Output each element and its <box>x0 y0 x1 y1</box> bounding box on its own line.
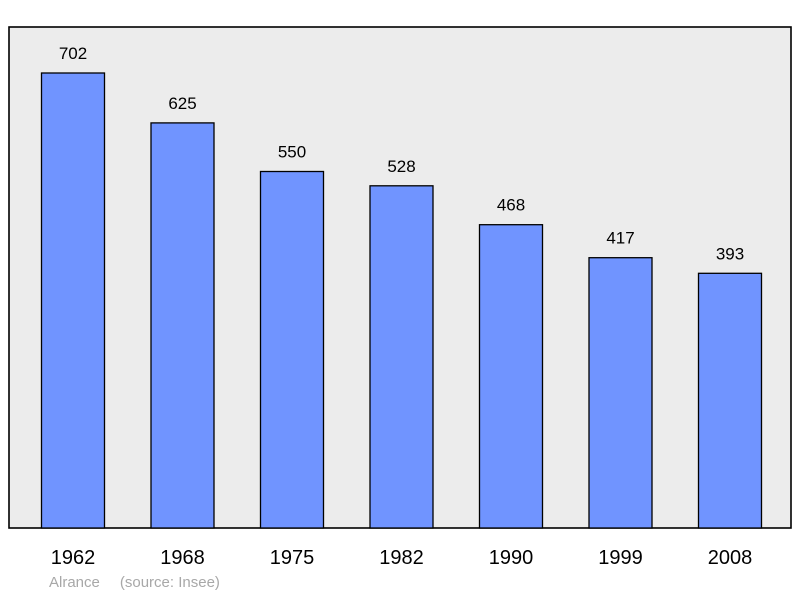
bar-1962 <box>40 72 106 529</box>
bars-group <box>40 72 763 529</box>
value-label-1962: 702 <box>59 44 87 63</box>
bar-1990 <box>478 224 544 529</box>
value-labels-group: 702 625 550 528 468 417 393 <box>59 44 744 263</box>
value-label-1999: 417 <box>606 229 634 248</box>
bar-1975 <box>259 170 325 529</box>
bar-2008 <box>697 272 763 529</box>
x-tick-label-1982: 1982 <box>379 547 424 569</box>
x-tick-labels-group: 1962 1968 1975 1982 1990 1999 2008 <box>51 547 753 569</box>
x-tick-label-1990: 1990 <box>489 547 534 569</box>
value-label-2008: 393 <box>716 244 744 263</box>
value-label-1968: 625 <box>168 94 196 113</box>
value-label-1982: 528 <box>387 157 415 176</box>
x-tick-label-1968: 1968 <box>160 547 205 569</box>
chart-caption: Alrance (source: Insee) <box>49 574 240 591</box>
bar-1999 <box>588 257 653 529</box>
value-label-1975: 550 <box>278 143 306 162</box>
x-tick-label-1975: 1975 <box>270 547 315 569</box>
bar-1968 <box>150 122 215 529</box>
x-tick-label-1999: 1999 <box>598 547 643 569</box>
caption-source: (source: Insee) <box>119 574 220 591</box>
bar-1982 <box>369 185 434 529</box>
value-label-1990: 468 <box>497 196 525 215</box>
x-tick-label-1962: 1962 <box>51 547 96 569</box>
caption-place: Alrance <box>49 574 100 591</box>
x-tick-label-2008: 2008 <box>708 547 753 569</box>
